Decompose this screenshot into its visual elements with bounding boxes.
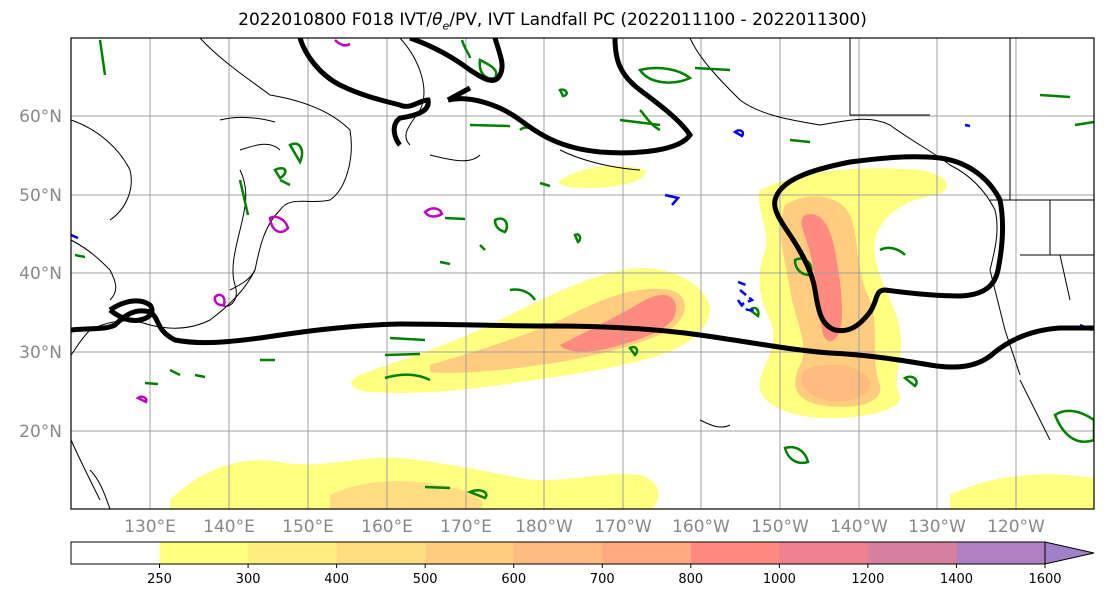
ivt-band-north bbox=[559, 165, 646, 188]
lat-label: 20°N bbox=[19, 422, 62, 442]
lon-label: 130°E bbox=[124, 517, 176, 537]
colorbar-label: 400 bbox=[324, 572, 349, 587]
map-title: 2022010800 F018 IVT/θe/PV, IVT Landfall … bbox=[238, 10, 867, 33]
colorbar-label: 600 bbox=[501, 572, 526, 587]
colorbar-swatch bbox=[248, 542, 338, 564]
colorbar-swatch bbox=[336, 542, 426, 564]
lat-label: 60°N bbox=[19, 107, 62, 127]
lon-label: 120°W bbox=[987, 517, 1045, 537]
lon-label: 150°W bbox=[751, 517, 809, 537]
pv-contours bbox=[135, 39, 444, 404]
theta-e-contours bbox=[74, 39, 1094, 500]
ivt-band-southeast bbox=[950, 474, 1094, 509]
colorbar-swatch bbox=[867, 542, 957, 564]
map-frame bbox=[70, 37, 1095, 510]
colorbar-swatch bbox=[602, 542, 692, 564]
lon-label: 180°W bbox=[515, 517, 573, 537]
lon-label: 150°E bbox=[282, 517, 334, 537]
lat-label: 50°N bbox=[19, 186, 62, 206]
lon-labels: 130°E 140°E 150°E 160°E 170°E 180°W 170°… bbox=[124, 517, 1045, 537]
colorbar-swatch bbox=[425, 542, 515, 564]
lon-label: 170°E bbox=[440, 517, 492, 537]
colorbar-label: 1600 bbox=[1028, 572, 1061, 587]
colorbar-label: 250 bbox=[147, 572, 172, 587]
colorbar-label: 1000 bbox=[763, 572, 796, 587]
colorbar-frame bbox=[70, 541, 1046, 565]
lon-label: 160°W bbox=[672, 517, 730, 537]
lat-label: 30°N bbox=[19, 343, 62, 363]
colorbar-label: 800 bbox=[678, 572, 703, 587]
coastlines bbox=[71, 38, 1094, 509]
colorbar-swatch bbox=[690, 542, 780, 564]
ivt-plume-east-south bbox=[801, 364, 871, 402]
lon-label: 170°W bbox=[594, 517, 652, 537]
colorbar-labels: 250 300 400 500 600 700 800 1000 1200 1400 1600 bbox=[147, 564, 1062, 587]
colorbar-swatch bbox=[956, 542, 1046, 564]
lon-label: 140°W bbox=[830, 517, 888, 537]
gridlines bbox=[71, 38, 1094, 509]
colorbar-label: 500 bbox=[413, 572, 438, 587]
lat-label: 40°N bbox=[19, 264, 62, 284]
colorbar-swatch bbox=[71, 542, 161, 564]
colorbar-label: 1400 bbox=[940, 572, 973, 587]
lon-label: 140°E bbox=[203, 517, 255, 537]
colorbar: 250 300 400 500 600 700 800 1000 1200 1400 1600 bbox=[70, 541, 1095, 587]
colorbar-swatch bbox=[779, 542, 869, 564]
colorbar-label: 300 bbox=[236, 572, 261, 587]
landfall-pc-contours bbox=[71, 38, 1094, 370]
colorbar-label: 1200 bbox=[851, 572, 884, 587]
ivt-ar-central-high bbox=[560, 295, 676, 352]
lon-label: 130°W bbox=[908, 517, 966, 537]
ivt-plume-east-high bbox=[801, 214, 843, 342]
colorbar-swatch bbox=[513, 542, 603, 564]
colorbar-extend-arrow bbox=[1044, 541, 1095, 565]
colorbar-swatches bbox=[71, 542, 1046, 564]
colorbar-swatch bbox=[159, 542, 249, 564]
lat-labels: 60°N 50°N 40°N 30°N 20°N bbox=[19, 107, 62, 442]
lon-label: 160°E bbox=[361, 517, 413, 537]
colorbar-label: 700 bbox=[590, 572, 615, 587]
